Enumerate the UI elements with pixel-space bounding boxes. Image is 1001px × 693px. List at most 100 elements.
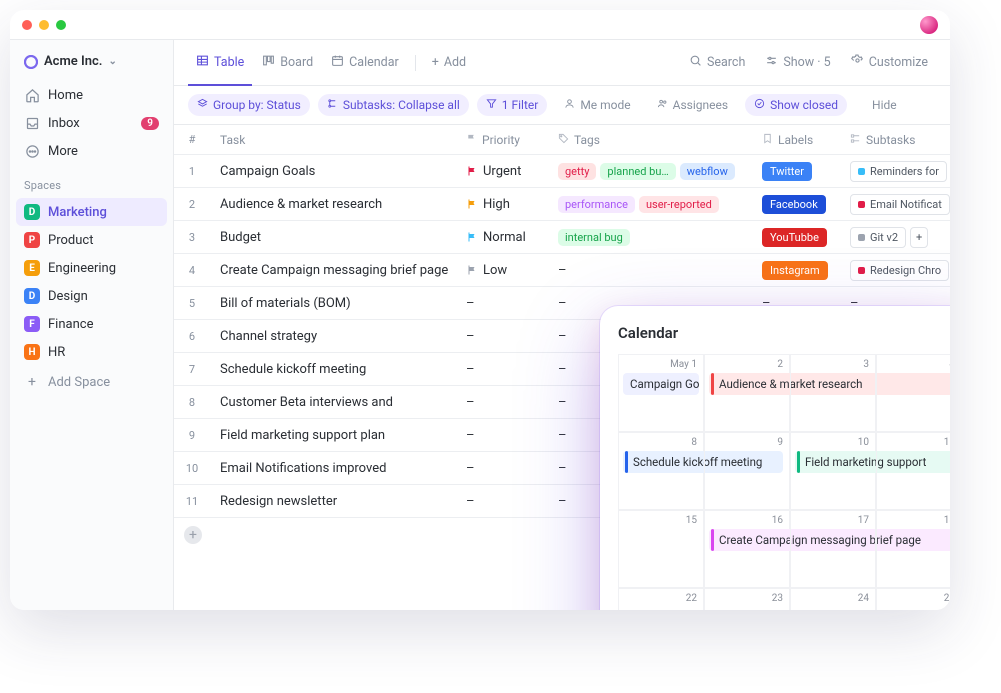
priority-cell[interactable]: – xyxy=(456,389,548,416)
tag[interactable]: performance xyxy=(558,196,635,213)
task-name[interactable]: Bill of materials (BOM) xyxy=(210,290,456,317)
add-subtask[interactable]: + xyxy=(910,227,928,248)
space-hr[interactable]: HHR xyxy=(16,338,167,366)
maximize-window[interactable] xyxy=(56,20,66,30)
space-product[interactable]: PProduct xyxy=(16,226,167,254)
label[interactable]: Facebook xyxy=(762,195,826,214)
search-button[interactable]: Search xyxy=(681,49,753,76)
customize-button[interactable]: Customize xyxy=(843,49,936,76)
me-mode-pill[interactable]: Me mode xyxy=(555,94,639,116)
gear-icon xyxy=(851,54,864,71)
view-tab-board[interactable]: Board xyxy=(254,48,321,77)
space-engineering[interactable]: EEngineering xyxy=(16,254,167,282)
user-avatar[interactable] xyxy=(920,16,938,34)
calendar-cell[interactable]: 16Create Campaign messaging brief page xyxy=(704,510,790,588)
col-tags[interactable]: Tags xyxy=(548,127,752,153)
hide-button[interactable]: Hide xyxy=(863,94,906,116)
calendar-cell[interactable]: 2Audience & market research xyxy=(704,354,790,432)
show-button[interactable]: Show · 5 xyxy=(757,49,838,76)
col-subtasks[interactable]: Subtasks xyxy=(840,127,950,153)
task-name[interactable]: Schedule kickoff meeting xyxy=(210,356,456,383)
table-row[interactable]: 1Campaign GoalsUrgentgetty planned bu… w… xyxy=(174,155,950,188)
calendar-cell[interactable]: 3 xyxy=(790,354,876,432)
calendar-cell[interactable]: 11 xyxy=(876,432,950,510)
task-name[interactable]: Redesign newsletter xyxy=(210,488,456,515)
subtask-chip[interactable]: Reminders for xyxy=(850,161,947,182)
table-row[interactable]: 2Audience & market researchHighperforman… xyxy=(174,188,950,221)
calendar-cell[interactable]: 8Schedule kickoff meeting xyxy=(618,432,704,510)
space-finance[interactable]: FFinance xyxy=(16,310,167,338)
calendar-cell[interactable]: 9 xyxy=(704,432,790,510)
calendar-cell[interactable]: 24 xyxy=(790,588,876,610)
calendar-cell[interactable]: 4 xyxy=(876,354,950,432)
sidebar-item-inbox[interactable]: Inbox9 xyxy=(16,109,167,137)
view-tab-calendar[interactable]: Calendar xyxy=(323,48,407,77)
space-chip: F xyxy=(24,316,40,332)
spaces-heading: Spaces xyxy=(16,167,167,196)
space-design[interactable]: DDesign xyxy=(16,282,167,310)
subtask-chip[interactable]: Redesign Chro xyxy=(850,260,949,281)
view-bar: TableBoardCalendar + Add Search Show · 5 xyxy=(174,40,950,86)
task-name[interactable]: Email Notifications improved xyxy=(210,455,456,482)
col-labels[interactable]: Labels xyxy=(752,127,840,153)
calendar-event[interactable]: Campaign Goals xyxy=(623,373,699,395)
calendar-cell[interactable]: 22 xyxy=(618,588,704,610)
priority-cell[interactable]: Urgent xyxy=(456,158,548,185)
add-space-button[interactable]: + Add Space xyxy=(16,368,167,396)
priority-cell[interactable]: – xyxy=(456,290,548,317)
subtasks-pill[interactable]: Subtasks: Collapse all xyxy=(318,94,469,116)
tag[interactable]: planned bu… xyxy=(600,163,675,180)
task-name[interactable]: Customer Beta interviews and xyxy=(210,389,456,416)
task-name[interactable]: Campaign Goals xyxy=(210,158,456,185)
col-task[interactable]: Task xyxy=(210,127,456,153)
subtask-chip[interactable]: Git v2 xyxy=(850,227,906,248)
priority-cell[interactable]: – xyxy=(456,455,548,482)
space-marketing[interactable]: DMarketing xyxy=(16,198,167,226)
priority-cell[interactable]: Normal xyxy=(456,224,548,251)
priority-cell[interactable]: – xyxy=(456,323,548,350)
task-name[interactable]: Channel strategy xyxy=(210,323,456,350)
view-tab-table[interactable]: Table xyxy=(188,48,252,77)
priority-cell[interactable]: – xyxy=(456,488,548,515)
workspace-switcher[interactable]: Acme Inc. ⌄ xyxy=(16,48,167,79)
assignees-pill[interactable]: Assignees xyxy=(648,94,737,116)
task-name[interactable]: Create Campaign messaging brief page xyxy=(210,257,456,284)
calendar-cell[interactable]: 17 xyxy=(790,510,876,588)
col-number[interactable]: # xyxy=(174,127,210,152)
add-view-button[interactable]: + Add xyxy=(424,49,474,76)
priority-cell[interactable]: – xyxy=(456,422,548,449)
tag[interactable]: webflow xyxy=(680,163,735,180)
table-row[interactable]: 3BudgetNormalinternal bugYouTubbeGit v2+ xyxy=(174,221,950,254)
label[interactable]: Instagram xyxy=(762,261,828,280)
filter-pill[interactable]: 1 Filter xyxy=(477,94,548,116)
sidebar-item-home[interactable]: Home xyxy=(16,81,167,109)
tag[interactable]: getty xyxy=(558,163,596,180)
calendar-cell[interactable]: 10Field marketing support xyxy=(790,432,876,510)
priority-cell[interactable]: High xyxy=(456,191,548,218)
calendar-cell[interactable]: May 1Campaign Goals xyxy=(618,354,704,432)
minimize-window[interactable] xyxy=(39,20,49,30)
table-row[interactable]: 4Create Campaign messaging brief pageLow… xyxy=(174,254,950,287)
tag[interactable]: internal bug xyxy=(558,229,630,246)
task-name[interactable]: Budget xyxy=(210,224,456,251)
tag[interactable]: user-reported xyxy=(639,196,719,213)
task-name[interactable]: Audience & market research xyxy=(210,191,456,218)
label[interactable]: YouTubbe xyxy=(762,228,827,247)
task-name[interactable]: Field marketing support plan xyxy=(210,422,456,449)
sidebar-item-more[interactable]: More xyxy=(16,137,167,165)
bookmark-icon xyxy=(762,133,773,147)
close-window[interactable] xyxy=(22,20,32,30)
calendar-cell[interactable]: 25 xyxy=(876,588,950,610)
show-closed-pill[interactable]: Show closed xyxy=(745,94,847,116)
label[interactable]: Twitter xyxy=(762,162,812,181)
priority-cell[interactable]: – xyxy=(456,356,548,383)
calendar-cell[interactable]: 18 xyxy=(876,510,950,588)
calendar-cell[interactable]: 23 xyxy=(704,588,790,610)
group-by-pill[interactable]: Group by: Status xyxy=(188,94,310,116)
subtask-chip[interactable]: Email Notificat xyxy=(850,194,950,215)
logo-icon xyxy=(24,55,38,69)
col-priority[interactable]: Priority xyxy=(456,127,548,153)
calendar-cell[interactable]: 15 xyxy=(618,510,704,588)
people-icon xyxy=(657,98,668,112)
priority-cell[interactable]: Low xyxy=(456,257,548,284)
